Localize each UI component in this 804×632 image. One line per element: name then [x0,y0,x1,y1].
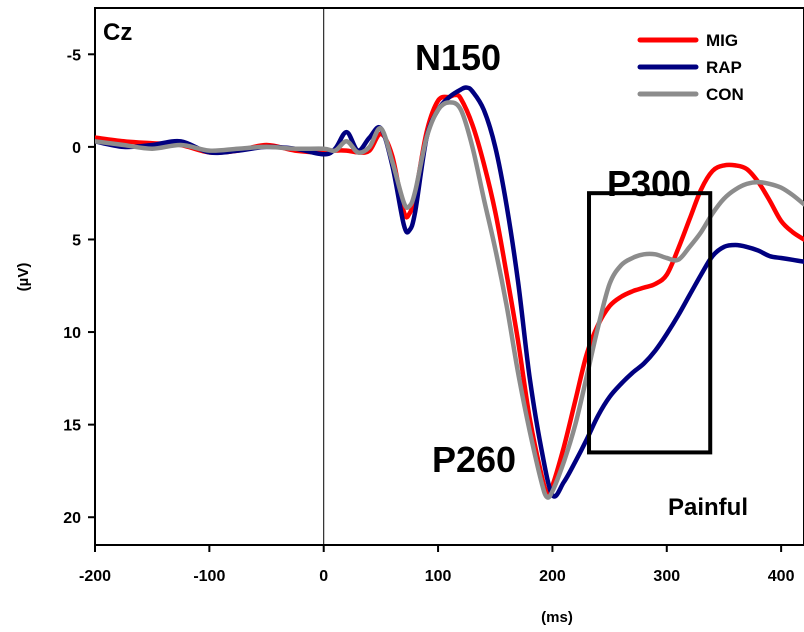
y-tick-label: 10 [63,325,81,342]
series-line-con [95,100,804,500]
channel-label: Cz [103,19,132,46]
x-axis-ticks: -200 -100 0 100 200 300 400 [79,545,795,585]
x-tick-label: 100 [425,568,452,585]
n150-label: N150 [415,37,501,78]
x-axis-title: (ms) [541,609,573,626]
x-tick-label: 200 [539,568,566,585]
y-tick-label: 5 [72,232,81,249]
p260-label: P260 [432,439,516,480]
y-tick-label: 15 [63,418,81,435]
p300-label: P300 [607,163,691,204]
legend-label-con: CON [706,85,744,104]
y-tick-label: -5 [67,47,81,64]
x-tick-label: 300 [653,568,680,585]
y-axis-ticks: -5 0 5 10 15 20 [63,47,95,527]
condition-label: Painful [668,494,748,521]
y-tick-label: 20 [63,510,81,527]
legend-label-rap: RAP [706,58,742,77]
x-tick-label: 400 [768,568,795,585]
p300-window-box [587,191,713,455]
x-tick-label: -200 [79,568,111,585]
legend-label-mig: MIG [706,31,738,50]
x-tick-label: 0 [319,568,328,585]
y-tick-label: 0 [72,140,81,157]
series-lines [95,85,804,500]
legend: MIG RAP CON [637,31,744,104]
y-axis-title: (µV) [15,263,32,292]
x-tick-label: -100 [193,568,225,585]
